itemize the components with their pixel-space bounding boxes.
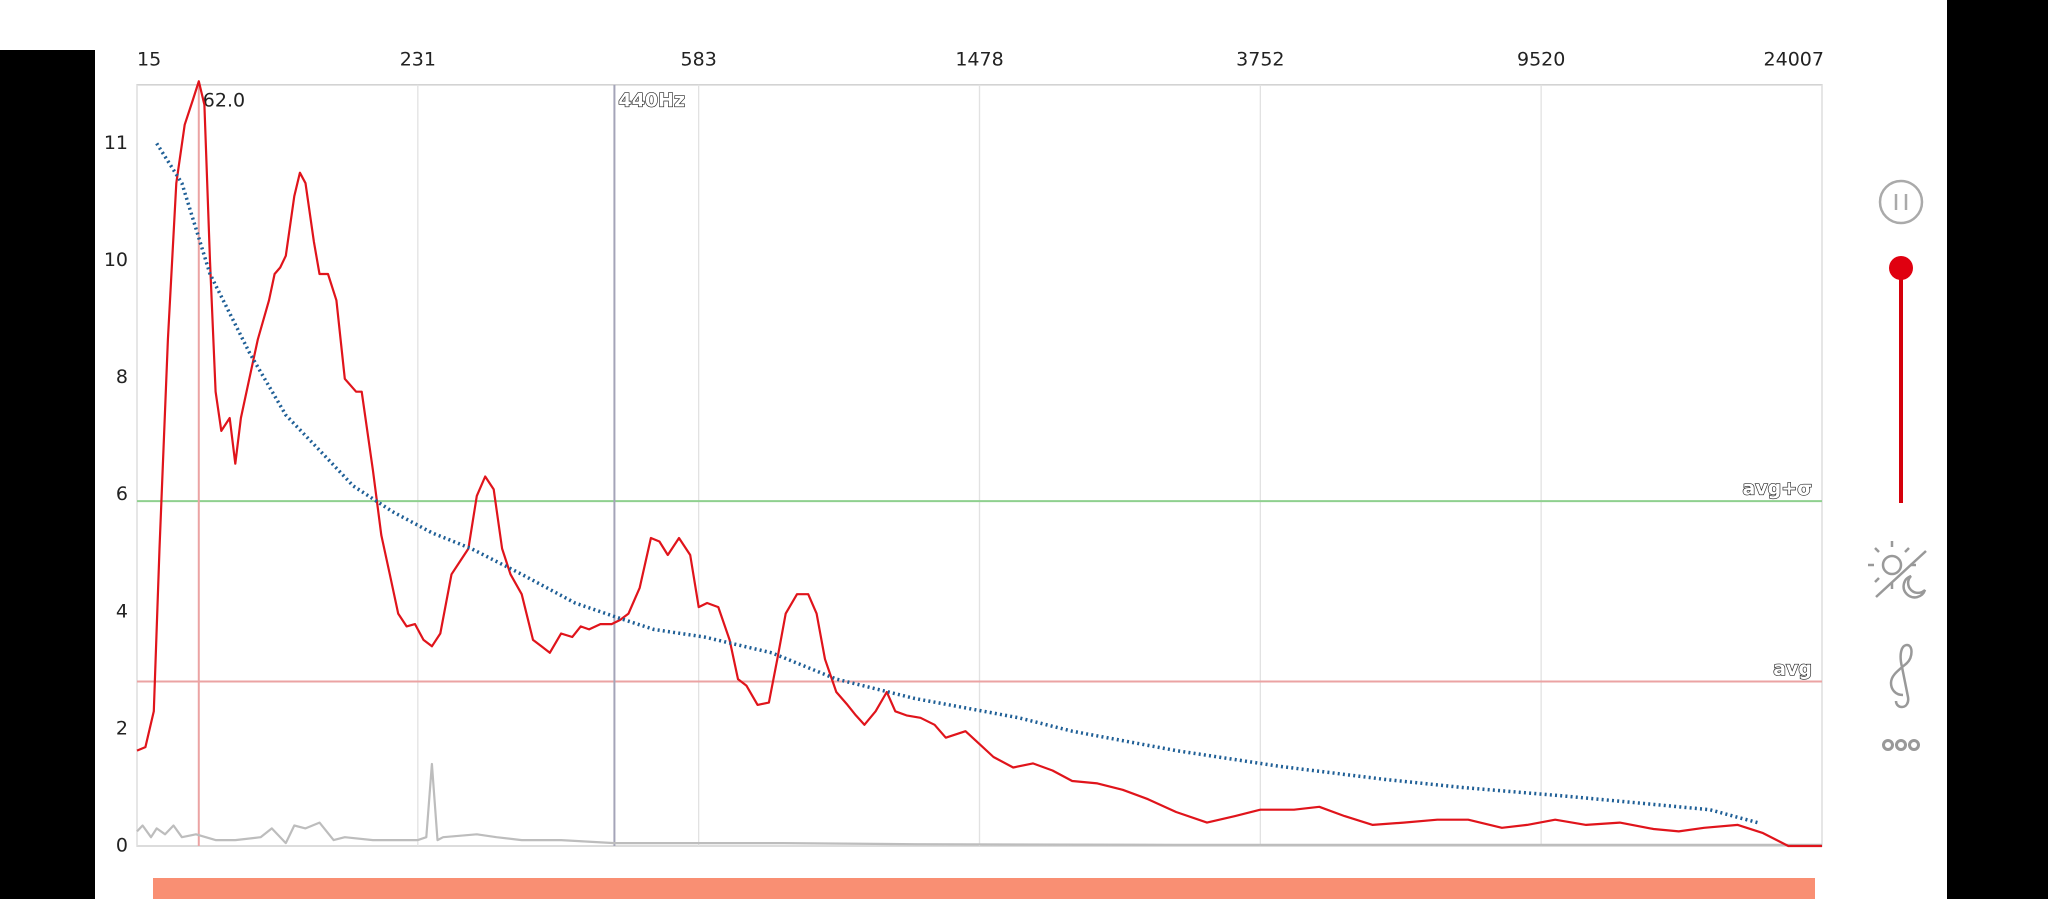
toggle-slash[interactable] xyxy=(1875,550,1927,598)
spectrum-line xyxy=(155,142,1758,825)
theme-toggle[interactable] xyxy=(1868,541,1927,599)
clef-icon[interactable] xyxy=(1889,643,1913,709)
dot[interactable] xyxy=(1882,739,1894,751)
moon-icon[interactable] xyxy=(1902,574,1927,599)
y-tick-label: 4 xyxy=(116,600,128,622)
marker-label: 62.0 xyxy=(203,89,245,111)
x-tick-label: 9520 xyxy=(1517,49,1565,71)
pause-button[interactable] xyxy=(1878,179,1924,225)
spectrum-line xyxy=(136,762,1822,846)
y-tick-label: 11 xyxy=(104,132,128,154)
reference-label: avg+σ xyxy=(1742,478,1812,500)
left-bar xyxy=(0,50,95,899)
controls xyxy=(1868,179,1927,751)
y-tick-label: 10 xyxy=(104,249,128,271)
x-tick-label: 15 xyxy=(137,49,161,71)
y-tick-label: 8 xyxy=(116,366,128,388)
right-bar xyxy=(1947,0,2048,899)
x-tick-label: 1478 xyxy=(955,49,1003,71)
sun-rays[interactable] xyxy=(1868,541,1916,589)
gain-slider-knob[interactable] xyxy=(1889,256,1913,280)
x-tick-label: 3752 xyxy=(1236,49,1284,71)
marker-label: 440Hz xyxy=(618,89,685,111)
dot[interactable] xyxy=(1895,739,1907,751)
reference-label: avg xyxy=(1773,658,1812,680)
x-tick-label: 583 xyxy=(681,49,717,71)
pause-circle[interactable] xyxy=(1878,179,1924,225)
more-button[interactable] xyxy=(1882,739,1920,751)
plot: 15 231 583 1478 3752 9520 24007 0 2 4 6 8 10 11 avg+σ a… xyxy=(104,49,1824,857)
y-tick-label: 6 xyxy=(116,483,128,505)
dot[interactable] xyxy=(1908,739,1920,751)
x-tick-label: 24007 xyxy=(1764,49,1824,71)
spectrum-line xyxy=(136,80,1822,848)
x-tick-label: 231 xyxy=(400,49,436,71)
progress-bar[interactable] xyxy=(153,878,1815,899)
y-tick-label: 0 xyxy=(116,835,128,857)
y-tick-label: 2 xyxy=(116,717,128,739)
sun-icon[interactable] xyxy=(1881,554,1903,576)
